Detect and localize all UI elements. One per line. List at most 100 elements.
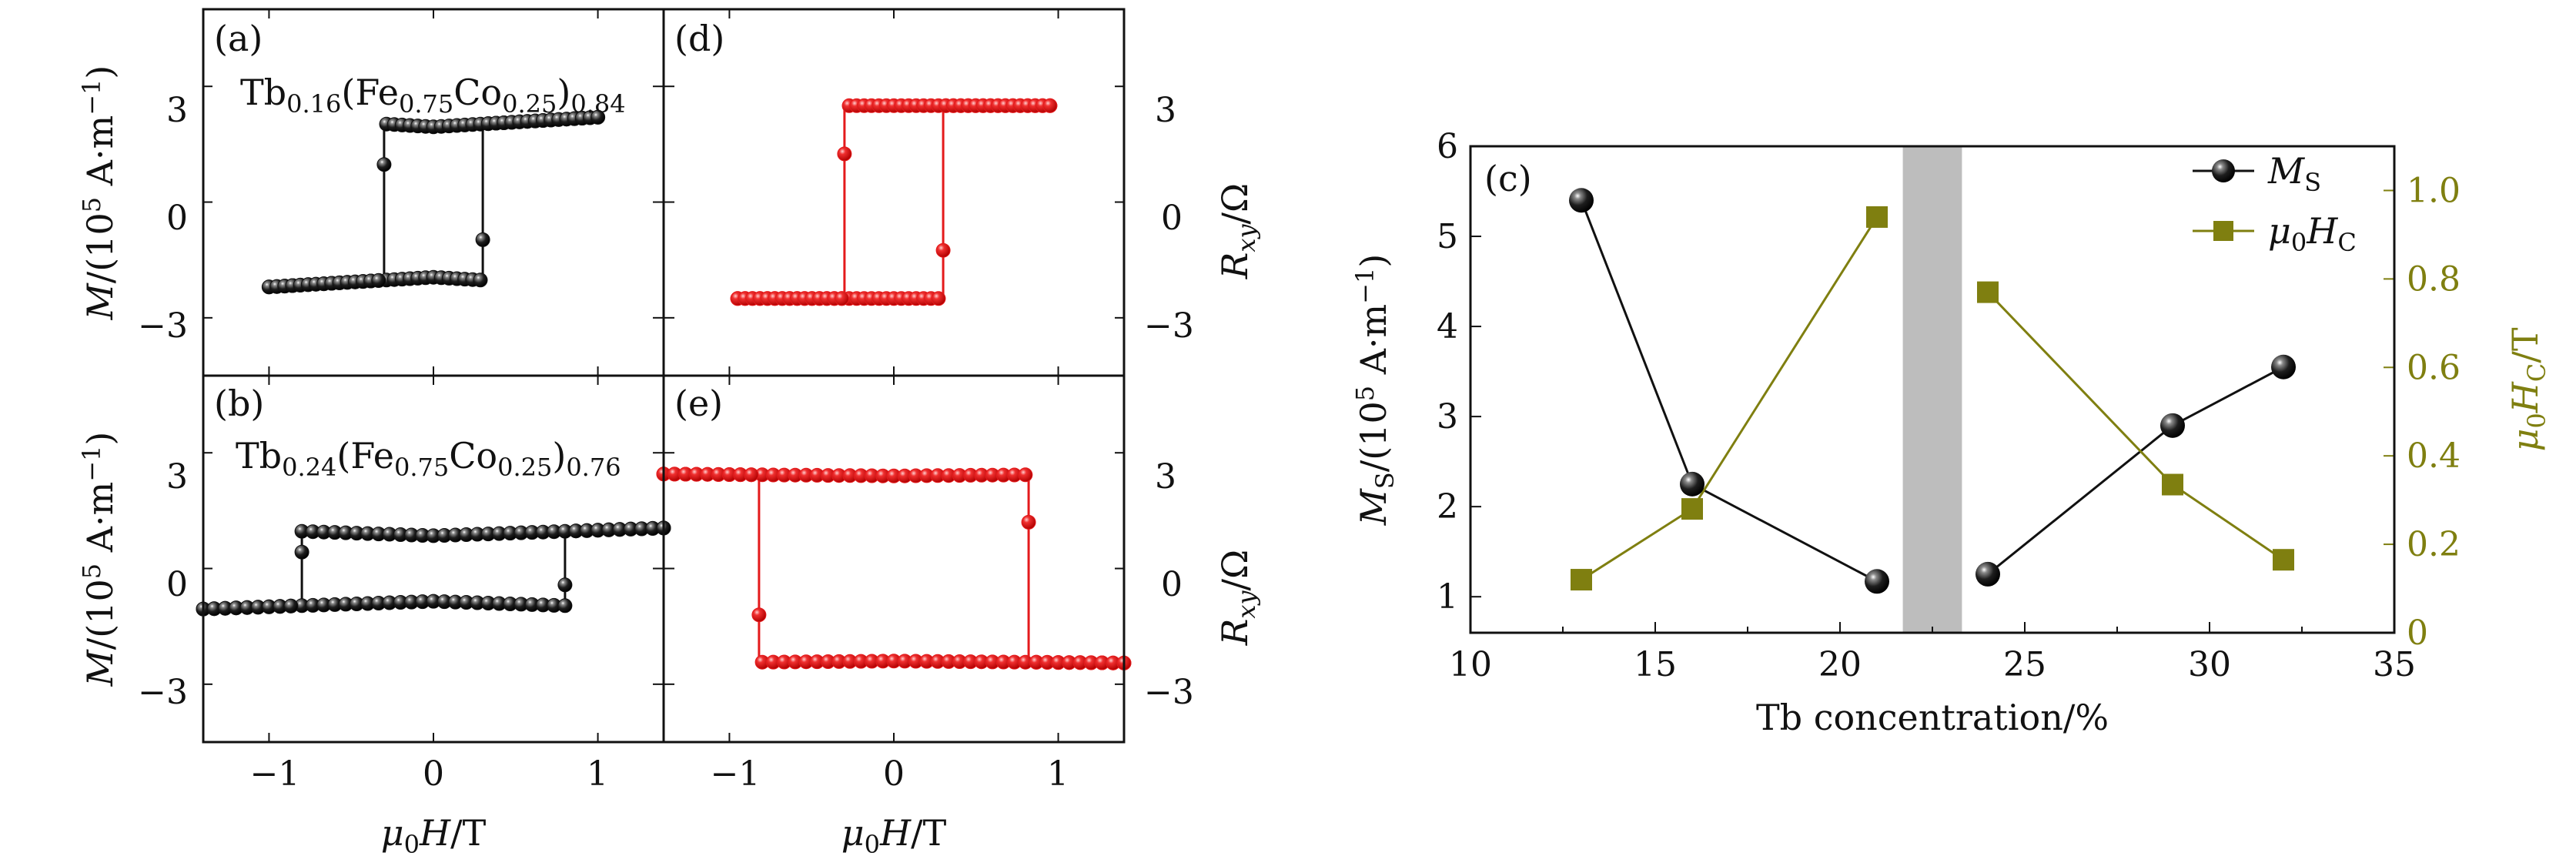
panel-b-tag: (b) [214, 383, 264, 424]
legend-hc-label: μ0HC [2268, 210, 2357, 257]
series-hc-segment [2172, 483, 2284, 561]
series-ms-segment [1987, 424, 2173, 576]
series-hc-segment [1691, 216, 1878, 510]
panel-d [653, 9, 1124, 376]
series-hc-segment [1581, 507, 1693, 581]
panel-e [653, 376, 1132, 742]
series-ms-point [1569, 188, 1594, 213]
panel-d-switch-point [935, 242, 951, 258]
panel-d-tag: (d) [674, 18, 724, 59]
panel-b-xtick-1: 1 [587, 754, 608, 794]
panel-d-ytick-3: 3 [1155, 91, 1176, 130]
panel-a-ytick-m3: −3 [138, 306, 188, 346]
panel-b-data-point [283, 598, 299, 614]
series-ms-point [2271, 354, 2296, 380]
panel-c-ytick-left-label: 2 [1437, 487, 1458, 527]
panel-c: 10 15 20 25 30 35 1 2 3 4 5 6 0 0.2 0.4 0.6 0.8 1.0 [1437, 127, 2461, 684]
panel-c-ytick-left-label: 4 [1437, 307, 1458, 346]
series-ms-point [2160, 413, 2185, 438]
panel-a-switch-point [376, 157, 392, 172]
panel-e-ytick-m3: −3 [1144, 673, 1194, 712]
panel-c-tag: (c) [1484, 158, 1532, 199]
legend-ms-label: MS [2267, 150, 2321, 197]
panel-d-data-point [834, 291, 849, 306]
panel-e-ylabel: Rxy/Ω [1214, 550, 1261, 646]
panel-b-ylabel: M/(105 A·m−1) [77, 432, 121, 687]
panel-c-xtick-label: 35 [2373, 645, 2416, 684]
panel-a-frame [202, 8, 665, 377]
panel-b-xlabel: μ0H/T [381, 812, 487, 856]
panel-c-xtick-label: 10 [1449, 645, 1492, 684]
panel-d-switch-point [837, 146, 852, 162]
series-hc-segment [1986, 291, 2174, 486]
series-hc-point [1571, 569, 1592, 591]
panel-e-tag: (e) [674, 383, 723, 424]
panel-e-xlabel: μ0H/T [841, 812, 947, 856]
panel-d-data-point [1042, 98, 1058, 113]
panel-b-xtick-0: 0 [423, 754, 444, 794]
panel-c-ytick-left-label: 5 [1437, 217, 1458, 256]
panel-b-xtick-m1: −1 [250, 754, 300, 794]
panel-c-ytick-right-label: 1.0 [2407, 171, 2461, 210]
panel-d-frame [662, 8, 1126, 377]
panel-c-frame [1469, 145, 2396, 634]
panel-e-switch-point [1021, 514, 1036, 530]
panel-d-descending-branch [738, 104, 1050, 300]
panel-c-legend: MS μ0HC [2193, 150, 2357, 257]
panel-a-switch-point [475, 232, 490, 247]
panel-d-ytick-0: 0 [1161, 199, 1183, 238]
panel-e-frame [662, 374, 1126, 744]
series-hc-point [1866, 206, 1888, 228]
legend-hc-marker [2213, 221, 2233, 241]
panel-b-frame [202, 374, 665, 744]
panel-c-ylabel-right: μ0HC/T [2504, 327, 2551, 451]
panel-c-ytick-right-label: 0 [2407, 614, 2428, 653]
panel-a [203, 9, 674, 376]
panel-a-ascending-branch [269, 115, 598, 289]
legend-ms-marker [2212, 159, 2235, 182]
panel-b-ytick-m3: −3 [138, 673, 188, 712]
panel-c-ytick-right-label: 0.8 [2407, 259, 2461, 299]
panel-c-ytick-right-label: 0.4 [2407, 436, 2461, 476]
panel-c-ytick-left-label: 1 [1437, 577, 1458, 617]
panel-c-ylabel-left: MS/(105 A·m−1) [1350, 254, 1400, 527]
panel-b [196, 376, 674, 742]
panel-d-ytick-m3: −3 [1144, 306, 1194, 346]
series-hc-point [1681, 498, 1703, 520]
panel-e-xtick-m1: −1 [711, 754, 761, 794]
panel-c-ytick-left-label: 3 [1437, 397, 1458, 436]
panel-c-xtick-label: 20 [1818, 645, 1862, 684]
series-hc-point [1977, 281, 1999, 303]
series-ms-point [1865, 569, 1889, 594]
panel-e-ytick-3: 3 [1155, 457, 1176, 497]
panel-a-composition: Tb0.16(Fe0.75Co0.25)0.84 [240, 72, 626, 119]
series-ms-point [1975, 561, 2000, 587]
panel-c-xtick-label: 30 [2188, 645, 2231, 684]
panel-b-ytick-3: 3 [166, 457, 188, 497]
panel-a-data-point [473, 273, 488, 288]
series-ms-point [1680, 471, 1705, 497]
panel-b-switch-point [294, 544, 309, 560]
panel-a-ytick-0: 0 [166, 199, 188, 238]
panel-a-tag: (a) [214, 18, 263, 59]
series-ms-segment [1691, 483, 1878, 583]
panel-a-data-point [371, 273, 386, 288]
panel-c-gap-band [1902, 147, 1962, 632]
series-ms-segment [2172, 366, 2284, 427]
panel-c-ytick-left-label: 6 [1437, 127, 1458, 166]
panel-b-data-point [557, 598, 573, 614]
panel-e-data-point [1018, 467, 1033, 483]
panel-d-ylabel: Rxy/Ω [1214, 183, 1261, 279]
panel-e-xtick-1: 1 [1047, 754, 1069, 794]
panel-e-xtick-0: 0 [883, 754, 905, 794]
panel-d-ascending-branch [738, 104, 1050, 300]
panel-c-xtick-label: 15 [1634, 645, 1677, 684]
panel-d-data-point [931, 291, 946, 306]
panel-a-ylabel: M/(105 A·m−1) [77, 65, 121, 321]
series-ms-segment [1580, 199, 1694, 485]
panel-b-switch-point [557, 577, 573, 593]
panel-c-xlabel: Tb concentration/% [1756, 697, 2109, 738]
panel-a-descending-branch [269, 115, 598, 289]
panel-e-ytick-0: 0 [1161, 565, 1183, 604]
